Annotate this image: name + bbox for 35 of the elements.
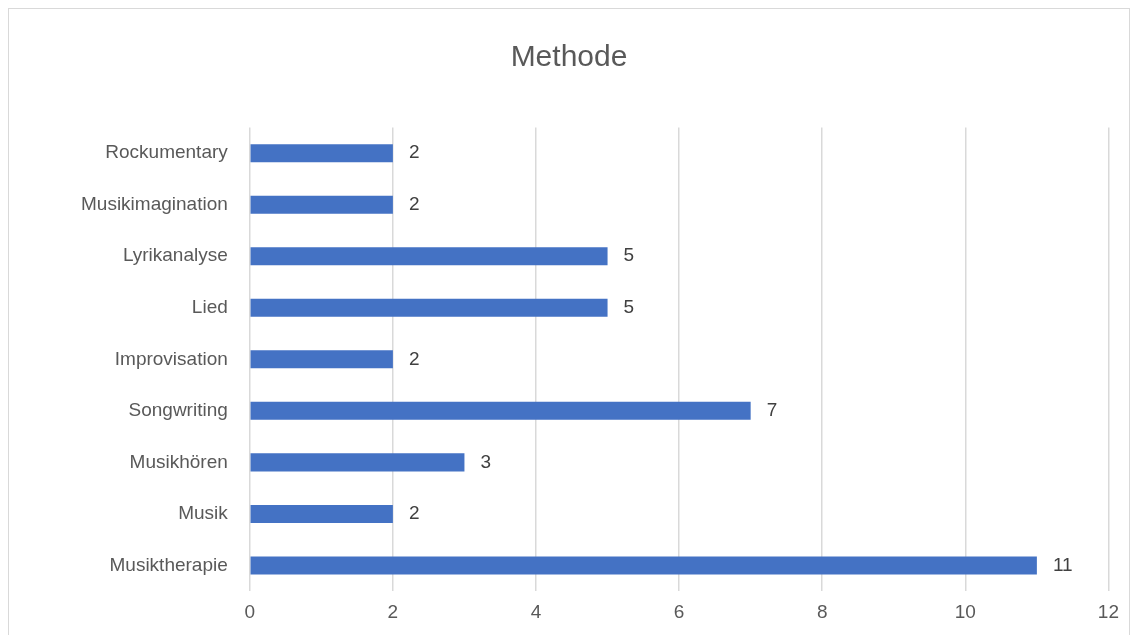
data-label: 5 [623, 296, 635, 317]
y-tick-label: Lyrikanalyse [122, 244, 228, 266]
data-label: 3 [480, 450, 492, 472]
y-tick-label: Songwriting [128, 399, 228, 421]
y-tick-label: Musiktherapie [109, 553, 228, 575]
y-tick-label: Improvisation [114, 347, 228, 369]
bar [250, 504, 393, 523]
y-tick-label: Musik [178, 502, 229, 524]
data-label: 2 [408, 502, 420, 524]
x-tick-label: 2 [387, 600, 399, 622]
bar [250, 247, 608, 266]
data-label: 5 [623, 244, 635, 266]
bar [250, 350, 393, 369]
data-label: 2 [408, 141, 420, 163]
bar [250, 556, 1037, 575]
x-tick-label: 10 [954, 600, 976, 622]
x-tick-label: 0 [244, 600, 256, 622]
bar [250, 453, 465, 472]
y-tick-label: Rockumentary [105, 141, 229, 163]
y-tick-label: Lied [191, 296, 228, 317]
bar [250, 144, 393, 163]
bar [250, 195, 393, 214]
x-tick-label: 6 [673, 600, 685, 622]
y-tick-label: Musikhören [129, 450, 228, 472]
data-label: 2 [408, 347, 420, 369]
bar [250, 298, 608, 317]
chart-title: Methode [509, 39, 629, 73]
x-tick-label: 4 [530, 600, 542, 622]
data-label: 2 [408, 192, 420, 214]
x-tick-label: 8 [816, 600, 828, 622]
data-label: 11 [1052, 553, 1073, 575]
data-label: 7 [766, 399, 778, 421]
y-tick-label: Musikimagination [80, 192, 228, 214]
bar [250, 401, 751, 420]
x-tick-label: 12 [1097, 600, 1119, 622]
